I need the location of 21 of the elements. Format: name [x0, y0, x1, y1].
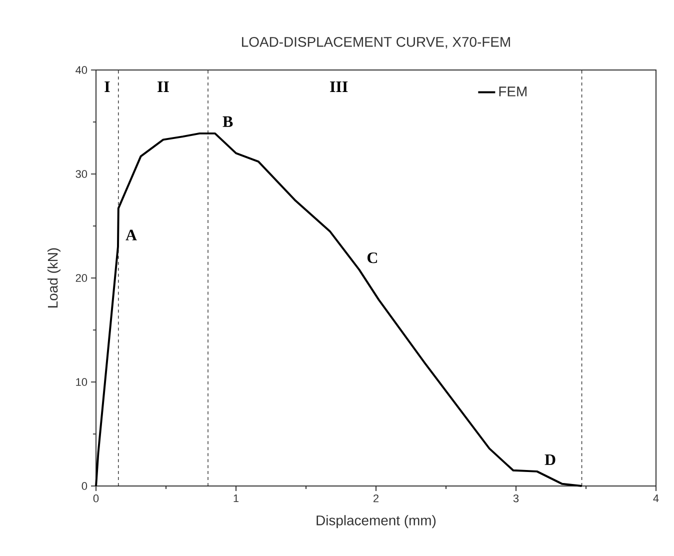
x-axis-title: Displacement (mm) [316, 515, 436, 528]
chart-title: LOAD-DISPLACEMENT CURVE, X70-FEM [242, 36, 510, 48]
y-tick-label: 10 [76, 378, 88, 386]
annotation: II [158, 82, 169, 92]
y-tick-label: 0 [82, 482, 88, 490]
y-tick-label: 40 [76, 66, 88, 74]
x-tick-label: 2 [374, 494, 379, 502]
x-tick-label: 3 [513, 494, 519, 502]
x-tick-label: 0 [93, 494, 99, 502]
y-axis-title: Load (kN) [47, 248, 60, 308]
y-tick-label: 20 [76, 274, 88, 282]
x-tick-label: 4 [653, 494, 659, 502]
annotation: A [126, 230, 137, 240]
annotation: I [104, 82, 110, 92]
annotation: C [368, 252, 378, 264]
annotation: D [544, 454, 556, 465]
annotation: B [222, 116, 233, 127]
y-tick-label: 30 [76, 170, 88, 178]
annotation: III [330, 82, 348, 92]
legend-label: FEM [499, 86, 526, 96]
x-tick-label: 1 [234, 494, 239, 502]
